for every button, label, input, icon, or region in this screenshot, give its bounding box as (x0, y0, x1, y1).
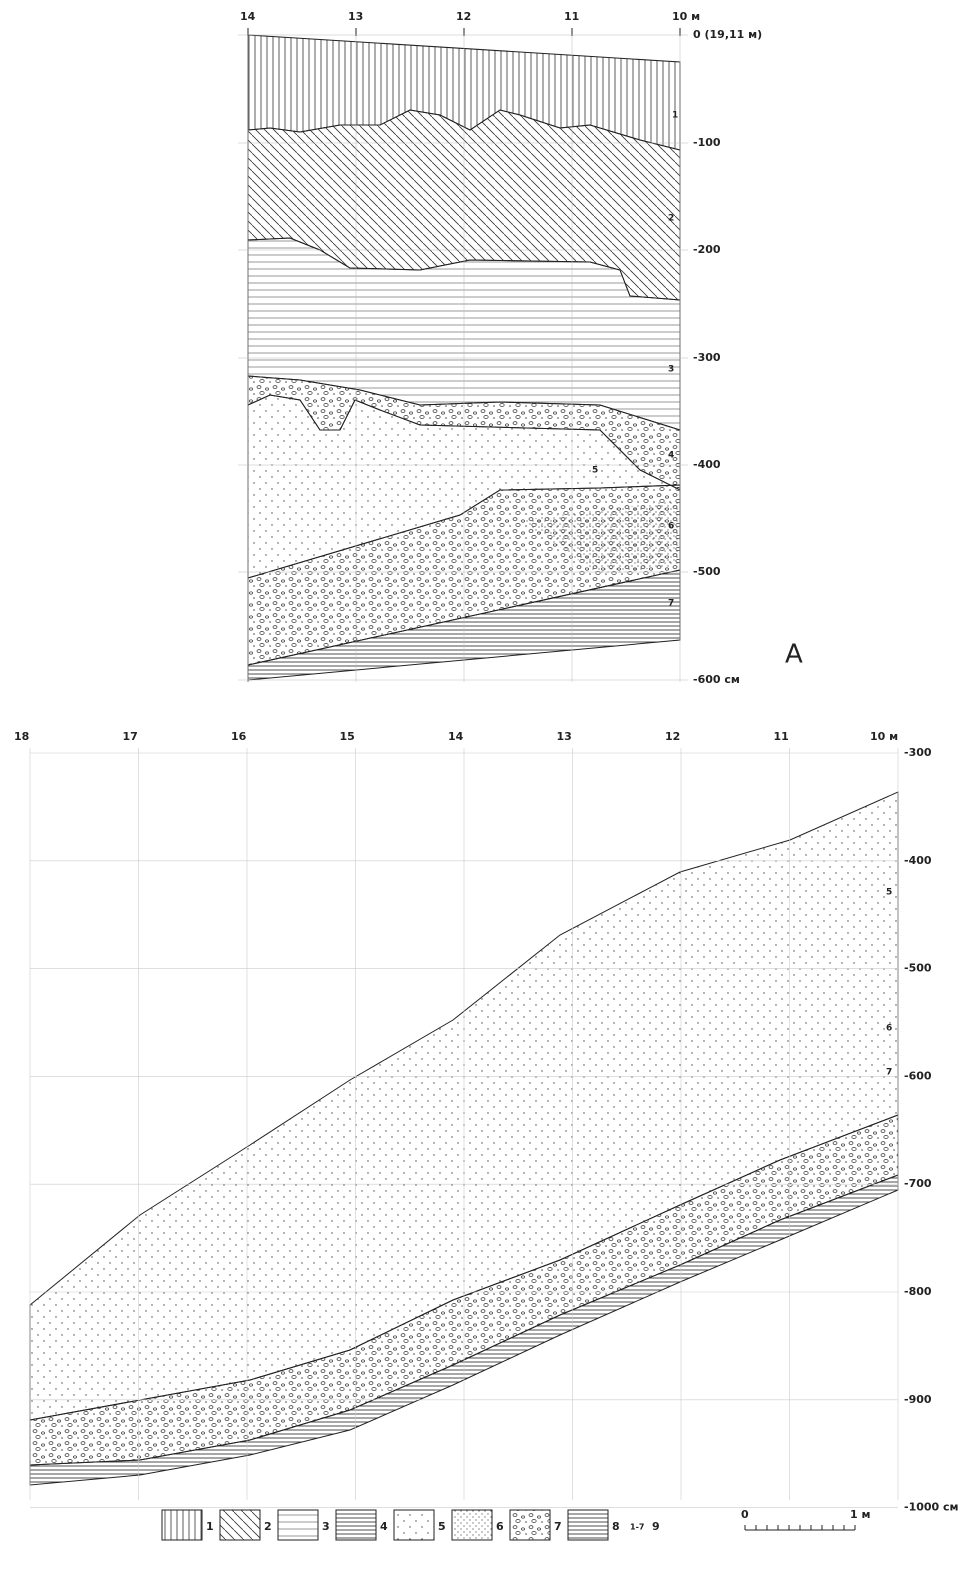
x-label: 14 (448, 730, 464, 743)
layer-label: 6 (886, 1024, 892, 1034)
legend-swatch (220, 1510, 260, 1540)
layer-label: 7 (668, 599, 674, 609)
layer-label: 4 (668, 451, 674, 461)
x-label: 10 м (672, 10, 700, 23)
x-label: 10 м (870, 730, 898, 743)
depth-label: -600 см (693, 673, 740, 686)
layer-label: 1 (672, 111, 678, 121)
depth-label: -500 (904, 962, 932, 975)
legend-swatch (394, 1510, 434, 1540)
legend-sub: 1-7 (630, 1523, 644, 1532)
depth-label: -600 (904, 1069, 932, 1082)
x-label: 11 (774, 730, 789, 743)
depth-label: -500 (693, 565, 721, 578)
scale-label: 1 м (850, 1508, 870, 1521)
depth-label: -1000 см (904, 1501, 959, 1514)
x-label: 12 (665, 730, 680, 743)
depth-label: -300 (693, 351, 721, 364)
depth-label: -100 (693, 136, 721, 149)
scale-label: 0 (741, 1508, 749, 1521)
panel-label: А (785, 640, 803, 670)
legend-label: 5 (438, 1520, 446, 1533)
legend-swatch (278, 1510, 318, 1540)
depth-label: 0 (19,11 м) (693, 28, 762, 41)
legend-label: 4 (380, 1520, 388, 1533)
layer-label: 7 (886, 1068, 892, 1078)
layer-label: 3 (668, 365, 674, 375)
legend: 1 2 3 4 5 6 7 8 1-7 9 (162, 1510, 660, 1540)
legend-swatch (452, 1510, 492, 1540)
legend-label: 6 (496, 1520, 504, 1533)
legend-swatch (336, 1510, 376, 1540)
legend-label: 8 (612, 1520, 620, 1533)
depth-label: -700 (904, 1177, 932, 1190)
geology-sections: 123456781-79 1413121110 м0 (19,11 м)-100… (0, 0, 971, 1569)
depth-label: -300 (904, 746, 932, 759)
x-label: 11 (564, 10, 579, 23)
x-label: 13 (348, 10, 363, 23)
legend-label: 1 (206, 1520, 214, 1533)
legend-swatch (162, 1510, 202, 1540)
depth-label: -400 (693, 458, 721, 471)
x-label: 17 (123, 730, 138, 743)
x-label: 18 (14, 730, 29, 743)
legend-swatch (510, 1510, 550, 1540)
layer-label: 6 (668, 522, 674, 532)
depth-label: -200 (693, 243, 721, 256)
legend-swatch (568, 1510, 608, 1540)
x-label: 15 (340, 730, 355, 743)
x-label: 16 (231, 730, 247, 743)
layer-label: 5 (592, 466, 598, 476)
x-label: 14 (240, 10, 256, 23)
legend-label: 3 (322, 1520, 330, 1533)
depth-label: -800 (904, 1285, 932, 1298)
depth-label: -900 (904, 1393, 932, 1406)
layer-label: 5 (886, 888, 892, 898)
legend-label: 7 (554, 1520, 562, 1533)
legend-label: 2 (264, 1520, 272, 1533)
x-label: 12 (456, 10, 471, 23)
layer-label: 2 (668, 214, 674, 224)
depth-label: -400 (904, 854, 932, 867)
legend-label: 9 (652, 1520, 660, 1533)
x-label: 13 (557, 730, 572, 743)
